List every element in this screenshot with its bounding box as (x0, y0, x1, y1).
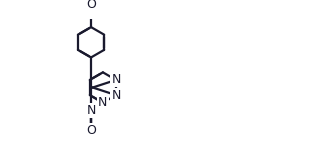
Text: N: N (111, 73, 121, 86)
Text: N: N (98, 96, 107, 109)
Text: O: O (86, 0, 96, 11)
Text: N: N (86, 104, 96, 117)
Text: O: O (86, 124, 96, 137)
Text: N: N (111, 89, 121, 102)
